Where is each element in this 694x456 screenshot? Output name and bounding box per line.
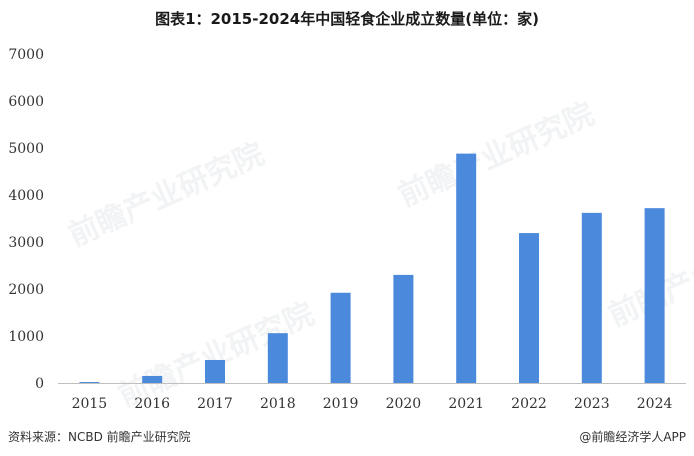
bar-2023 (581, 212, 602, 383)
y-tick-label: 2000 (8, 282, 44, 298)
chart-title: 图表1：2015-2024年中国轻食企业成立数量(单位：家) (155, 10, 539, 28)
bar-2017 (205, 359, 225, 383)
source-note: 资料来源：NCBD 前瞻产业研究院 (8, 430, 191, 444)
bar-2024 (644, 208, 665, 383)
x-tick-label: 2015 (72, 396, 108, 412)
x-tick-label: 2023 (574, 396, 610, 412)
y-tick-label: 6000 (8, 94, 44, 110)
bar-2022 (519, 233, 539, 383)
x-axis-ticks: 2015 2016 2017 2018 2019 2020 2021 2022 2023 2024 (72, 396, 673, 412)
bar-2019 (330, 292, 351, 383)
x-tick-label: 2016 (134, 396, 170, 412)
y-tick-label: 4000 (8, 188, 44, 204)
x-tick-label: 2018 (260, 396, 296, 412)
x-tick-label: 2019 (323, 396, 359, 412)
y-tick-label: 0 (35, 376, 44, 392)
x-tick-label: 2022 (511, 396, 547, 412)
x-tick-label: 2020 (386, 396, 422, 412)
y-tick-label: 7000 (8, 47, 44, 63)
bar-2021 (456, 153, 477, 383)
y-tick-label: 3000 (8, 235, 44, 251)
x-tick-label: 2017 (197, 396, 233, 412)
bar-2016 (142, 375, 163, 383)
x-tick-label: 2024 (637, 396, 673, 412)
bars (79, 153, 665, 384)
bar-2020 (393, 274, 414, 383)
y-axis-ticks: 0 1000 2000 3000 4000 5000 6000 7000 (8, 47, 44, 392)
bar-2015 (79, 382, 100, 384)
credit-note: @前瞻经济学人APP (579, 430, 686, 444)
x-tick-label: 2021 (448, 396, 484, 412)
y-tick-label: 5000 (8, 141, 44, 157)
bar-2018 (267, 333, 288, 383)
y-tick-label: 1000 (8, 329, 44, 345)
